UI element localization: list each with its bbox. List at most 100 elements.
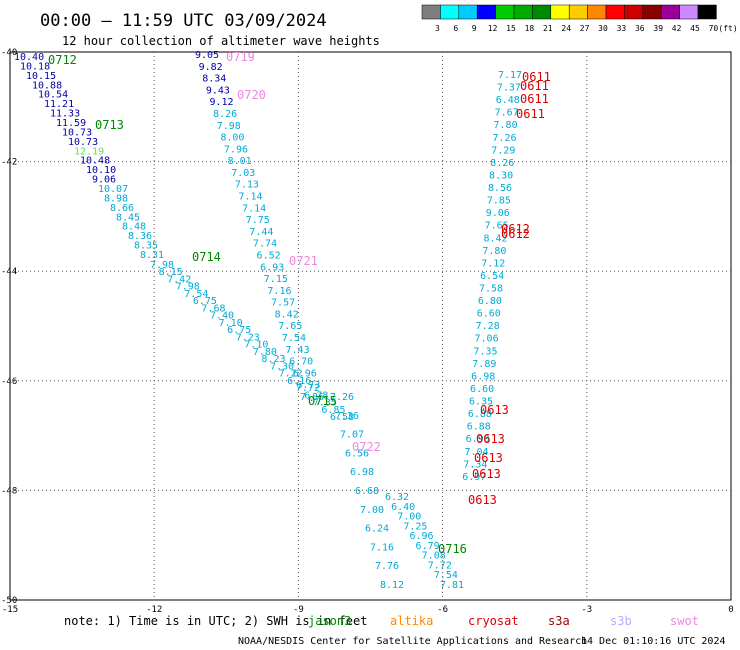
pass-label: 0611 [520,92,549,106]
wave-height-value: 10.88 [32,80,62,91]
wave-height-value: 6.70 [289,357,313,368]
colorbar-swatch [587,4,607,20]
wave-height-value: 7.89 [472,359,496,370]
wave-height-value: 7.03 [231,168,255,179]
wave-height-value: 7.80 [253,347,277,358]
wave-height-value: 7.86 [300,392,324,403]
wave-height-value: 8.45 [116,212,140,223]
wave-height-value: 7.04 [464,447,488,458]
wave-height-value: 6.75 [227,325,251,336]
footer-timestamp: 14 Dec 01:10:16 UTC 2024 [581,636,726,647]
wave-height-value: 8.15 [159,267,183,278]
wave-height-value: 8.35 [134,241,158,252]
wave-height-value: 7.30 [270,361,294,372]
colorbar-swatch [513,4,533,20]
colorbar-swatch [679,4,699,20]
wave-height-value: 7.16 [267,286,291,297]
wave-height-value: 7.40 [210,311,234,322]
wave-height-value: 7.34 [463,459,487,470]
pass-label: 0613 [472,467,501,481]
wave-height-value: 8.56 [488,183,512,194]
wave-height-value: 7.81 [440,580,464,591]
wave-height-value: 7.80 [494,120,518,131]
wave-height-value: 6.90 [466,434,490,445]
colorbar-label: 6 [453,24,458,33]
wave-height-value: 10.18 [20,61,50,72]
wave-height-value: 9.05 [195,50,219,61]
wave-height-value: 7.72 [428,560,452,571]
wave-height-value: 6.56 [345,448,369,459]
colorbar-swatch [660,4,680,20]
colorbar-label: 30 [598,24,608,33]
data-points: 10.4010.1810.1510.8810.5411.2111.3311.59… [14,50,522,591]
wave-height-value: 7.72 [296,383,320,394]
pass-label: 0612 [501,222,530,236]
wave-height-value: 9.82 [199,62,223,73]
footer-note: note: 1) Time is in UTC; 2) SWH is in fe… [64,614,367,628]
wave-height-value: 7.28 [476,321,500,332]
colorbar-swatch [605,4,625,20]
pass-labels: 0712 0713 0714 0715 0716 0719 0720 0721 0722 0611… [48,50,551,556]
wave-height-value: 10.07 [98,184,128,195]
wave-height-value: 7.10 [219,318,243,329]
wave-height-value: 6.40 [391,502,415,513]
y-tick-label: -46 [1,377,17,387]
wave-height-value: 6.80 [478,296,502,307]
wave-height-value: 6.79 [416,541,440,552]
colorbar-swatch [550,4,570,20]
wave-height-value: 7.10 [244,340,268,351]
wave-height-value: 11.33 [50,109,80,120]
wave-height-value: 7.54 [434,570,458,581]
colorbar-swatch [495,4,515,20]
wave-height-value: 6.58 [330,412,354,423]
chart-subtitle: 12 hour collection of altimeter wave hei… [62,34,380,48]
y-tick-label: -42 [1,158,17,168]
wave-height-value: 7.98 [176,282,200,293]
pass-label: 0611 [516,107,545,121]
pass-label: 0613 [480,403,509,417]
wave-height-value: 7.65 [278,321,302,332]
y-tick-label: -50 [1,596,17,606]
wave-height-value: 6.96 [293,368,317,379]
wave-height-value: 7.85 [487,196,511,207]
wave-height-value: 7.00 [360,505,384,516]
wave-height-value: 7.36 [335,411,359,422]
wave-height-value: 8.26 [490,158,514,169]
wave-height-value: 6.52 [257,250,281,261]
wave-height-value: 6.98 [350,467,374,478]
colorbar-swatch [458,4,478,20]
wave-height-value: 7.74 [253,239,277,250]
wave-height-value: 11.59 [56,118,86,129]
pass-label: 0612 [501,227,530,241]
x-tick-label: -3 [581,605,592,615]
wave-height-value: 7.43 [286,345,310,356]
x-tick-label: -12 [146,605,162,615]
wave-height-value: 7.37 [497,83,521,94]
satellite-legend-jason3: jason3 [308,614,351,628]
wave-height-value: 6.35 [469,397,493,408]
wave-height-value: 7.75 [246,215,270,226]
pass-label: 0720 [237,88,266,102]
wave-height-value: 9.06 [486,208,510,219]
x-tick-label: 0 [728,605,733,615]
wave-height-value: 8.42 [483,233,507,244]
chart-title: 00:00 – 11:59 UTC 03/09/2024 [40,11,327,31]
wave-height-value: 8.01 [228,156,252,167]
wave-height-value: 7.25 [403,521,427,532]
wave-height-value: 10.10 [86,165,116,176]
pass-label: 0719 [226,50,255,64]
wave-height-value: 6.60 [470,384,494,395]
wave-height-value: 8.66 [110,203,134,214]
wave-height-value: 9.06 [92,175,116,186]
pass-label: 0722 [352,440,381,454]
x-tick-label: -9 [293,605,304,615]
wave-height-value: 8.42 [275,309,299,320]
wave-height-value: 7.16 [370,542,394,553]
wave-height-value: 7.65 [485,221,509,232]
colorbar-swatch [476,4,496,20]
pass-label: 0715 [308,394,337,408]
y-tick-label: -40 [1,48,17,58]
pass-label: 0611 [520,79,549,93]
wave-height-value: 6.96 [409,531,433,542]
wave-height-value: 7.15 [264,274,288,285]
